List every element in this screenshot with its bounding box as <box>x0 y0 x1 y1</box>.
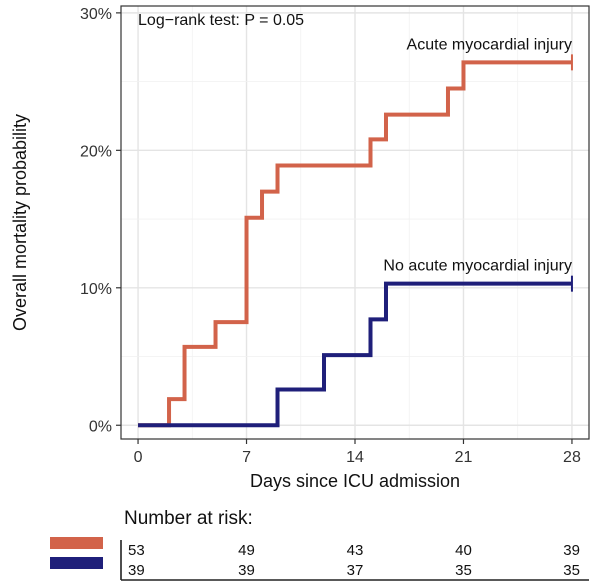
km-curve-injury <box>138 60 572 428</box>
y-axis-title: Overall mortality probability <box>10 114 30 331</box>
series-layer <box>138 54 573 428</box>
series-label: Acute myocardial injury <box>407 36 572 53</box>
risk-count: 37 <box>347 562 364 579</box>
risk-count: 53 <box>128 542 145 559</box>
risk-table: 53 49 43 40 39 39 39 37 35 35 <box>50 537 589 581</box>
risk-count: 40 <box>455 542 472 559</box>
risk-count: 39 <box>128 562 145 579</box>
risk-count: 49 <box>238 542 255 559</box>
x-tick-label: 21 <box>455 449 473 466</box>
axis-ticks: 0 7 14 21 28 0% 10% 20% 30% <box>80 6 581 466</box>
x-tick-label: 7 <box>242 449 251 466</box>
km-curve-no-injury <box>138 281 572 428</box>
risk-row-key <box>50 557 103 569</box>
risk-count: 43 <box>347 542 364 559</box>
y-tick-label: 0% <box>89 418 112 435</box>
series-label: No acute myocardial injury <box>383 258 572 275</box>
risk-count: 35 <box>455 562 472 579</box>
grid <box>121 6 589 439</box>
y-tick-label: 20% <box>80 143 112 160</box>
log-rank-annotation: Log−rank test: P = 0.05 <box>138 12 304 29</box>
y-tick-label: 10% <box>80 281 112 298</box>
x-tick-label: 14 <box>346 449 364 466</box>
x-tick-label: 0 <box>134 449 143 466</box>
x-axis-title: Days since ICU admission <box>250 471 460 491</box>
risk-count: 39 <box>238 562 255 579</box>
risk-row-key <box>50 537 103 549</box>
x-tick-label: 28 <box>563 449 581 466</box>
risk-count: 39 <box>563 542 580 559</box>
risk-table-title: Number at risk: <box>124 508 253 529</box>
series-labels: Acute myocardial injury No acute myocardi… <box>383 36 572 274</box>
y-tick-label: 30% <box>80 6 112 23</box>
risk-count: 35 <box>563 562 580 579</box>
